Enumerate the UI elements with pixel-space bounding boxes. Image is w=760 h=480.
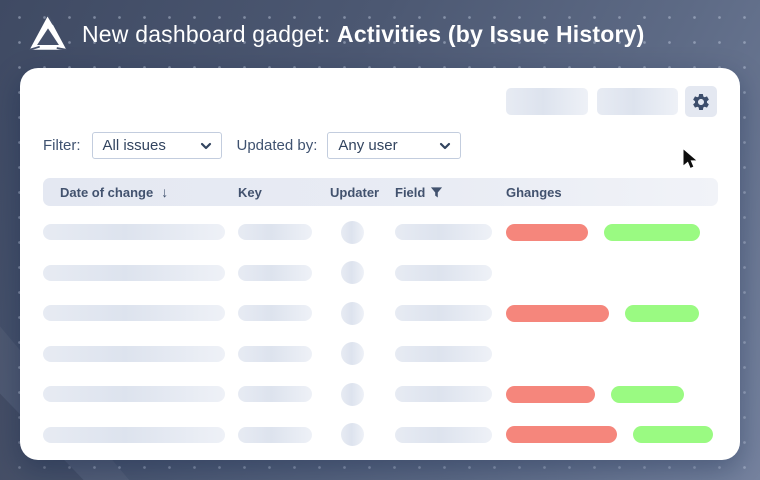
gear-icon [693,93,709,110]
column-header-date-of-change[interactable]: Date of change ↓ [60,178,168,206]
change-added-pill [633,426,713,443]
skeleton-date-bar [43,426,225,443]
skeleton-date-bar [43,345,225,362]
filter-bar: Filter: All issues Updated by: Any user [43,132,462,159]
table-row [20,334,740,375]
column-header-updater[interactable]: Updater [330,178,379,206]
skeleton-field-bar [395,426,492,443]
chevron-down-icon [200,142,211,149]
change-added-pill [625,304,699,322]
change-added-pill [611,385,684,403]
column-label: Ghanges [506,184,562,200]
avatar-skeleton [341,342,364,365]
avatar-skeleton [341,382,364,406]
change-added-pill [604,223,700,241]
gadget-card: Filter: All issues Updated by: Any user … [20,68,740,460]
skeleton-key-bar [238,386,312,402]
skeleton-key-bar [238,305,312,321]
updated-by-label: Updated by: [236,137,318,154]
updated-by-value: Any user [338,137,398,154]
settings-button[interactable] [685,86,717,117]
table-header: Date of change ↓ Key Updater Field Ghang… [43,178,718,206]
skeleton-field-bar [395,264,492,281]
column-header-key[interactable]: Key [238,178,262,206]
column-header-changes[interactable]: Ghanges [506,178,562,206]
column-label: Date of change [60,184,154,200]
table-row [20,212,740,253]
change-removed-pill [506,304,609,322]
sort-desc-arrow-icon[interactable]: ↓ [161,184,169,200]
vendor-triangle-logo [29,15,67,51]
banner-title: New dashboard gadget: Activities (by Iss… [82,21,644,48]
banner-title-emphasis: Activities (by Issue History) [337,20,645,47]
banner-title-prefix: New dashboard gadget: [82,20,338,47]
filter-label: Filter: [43,137,81,154]
skeleton-field-bar [395,386,492,402]
column-label: Key [238,184,262,200]
skeleton-key-bar [238,345,312,362]
table-row [20,253,740,294]
skeleton-date-bar [43,305,225,321]
updated-by-select[interactable]: Any user [327,132,462,159]
banner: New dashboard gadget: Activities (by Iss… [0,0,760,68]
skeleton-field-bar [395,305,492,321]
skeleton-key-bar [238,264,312,281]
table-row [20,415,740,456]
skeleton-button-2[interactable] [597,88,678,115]
skeleton-date-bar [43,264,225,281]
table-row [20,374,740,415]
column-header-field[interactable]: Field [395,178,443,206]
column-label: Updater [330,184,380,200]
chevron-down-icon [440,142,451,149]
skeleton-field-bar [395,345,492,362]
issue-filter-select[interactable]: All issues [91,132,222,159]
issue-filter-value: All issues [102,137,166,154]
avatar-skeleton [341,220,364,244]
skeleton-field-bar [395,224,492,240]
change-removed-pill [506,385,595,403]
change-removed-pill [506,223,588,241]
skeleton-key-bar [238,426,312,443]
filter-funnel-icon[interactable] [430,186,443,199]
table-row [20,293,740,334]
skeleton-key-bar [238,224,312,240]
skeleton-button-1[interactable] [506,88,588,115]
avatar-skeleton [341,261,364,284]
avatar-skeleton [341,301,364,325]
table-body [20,212,740,455]
change-removed-pill [506,426,617,443]
skeleton-date-bar [43,386,225,402]
avatar-skeleton [341,423,364,446]
column-label: Field [395,184,426,200]
skeleton-date-bar [43,224,225,240]
